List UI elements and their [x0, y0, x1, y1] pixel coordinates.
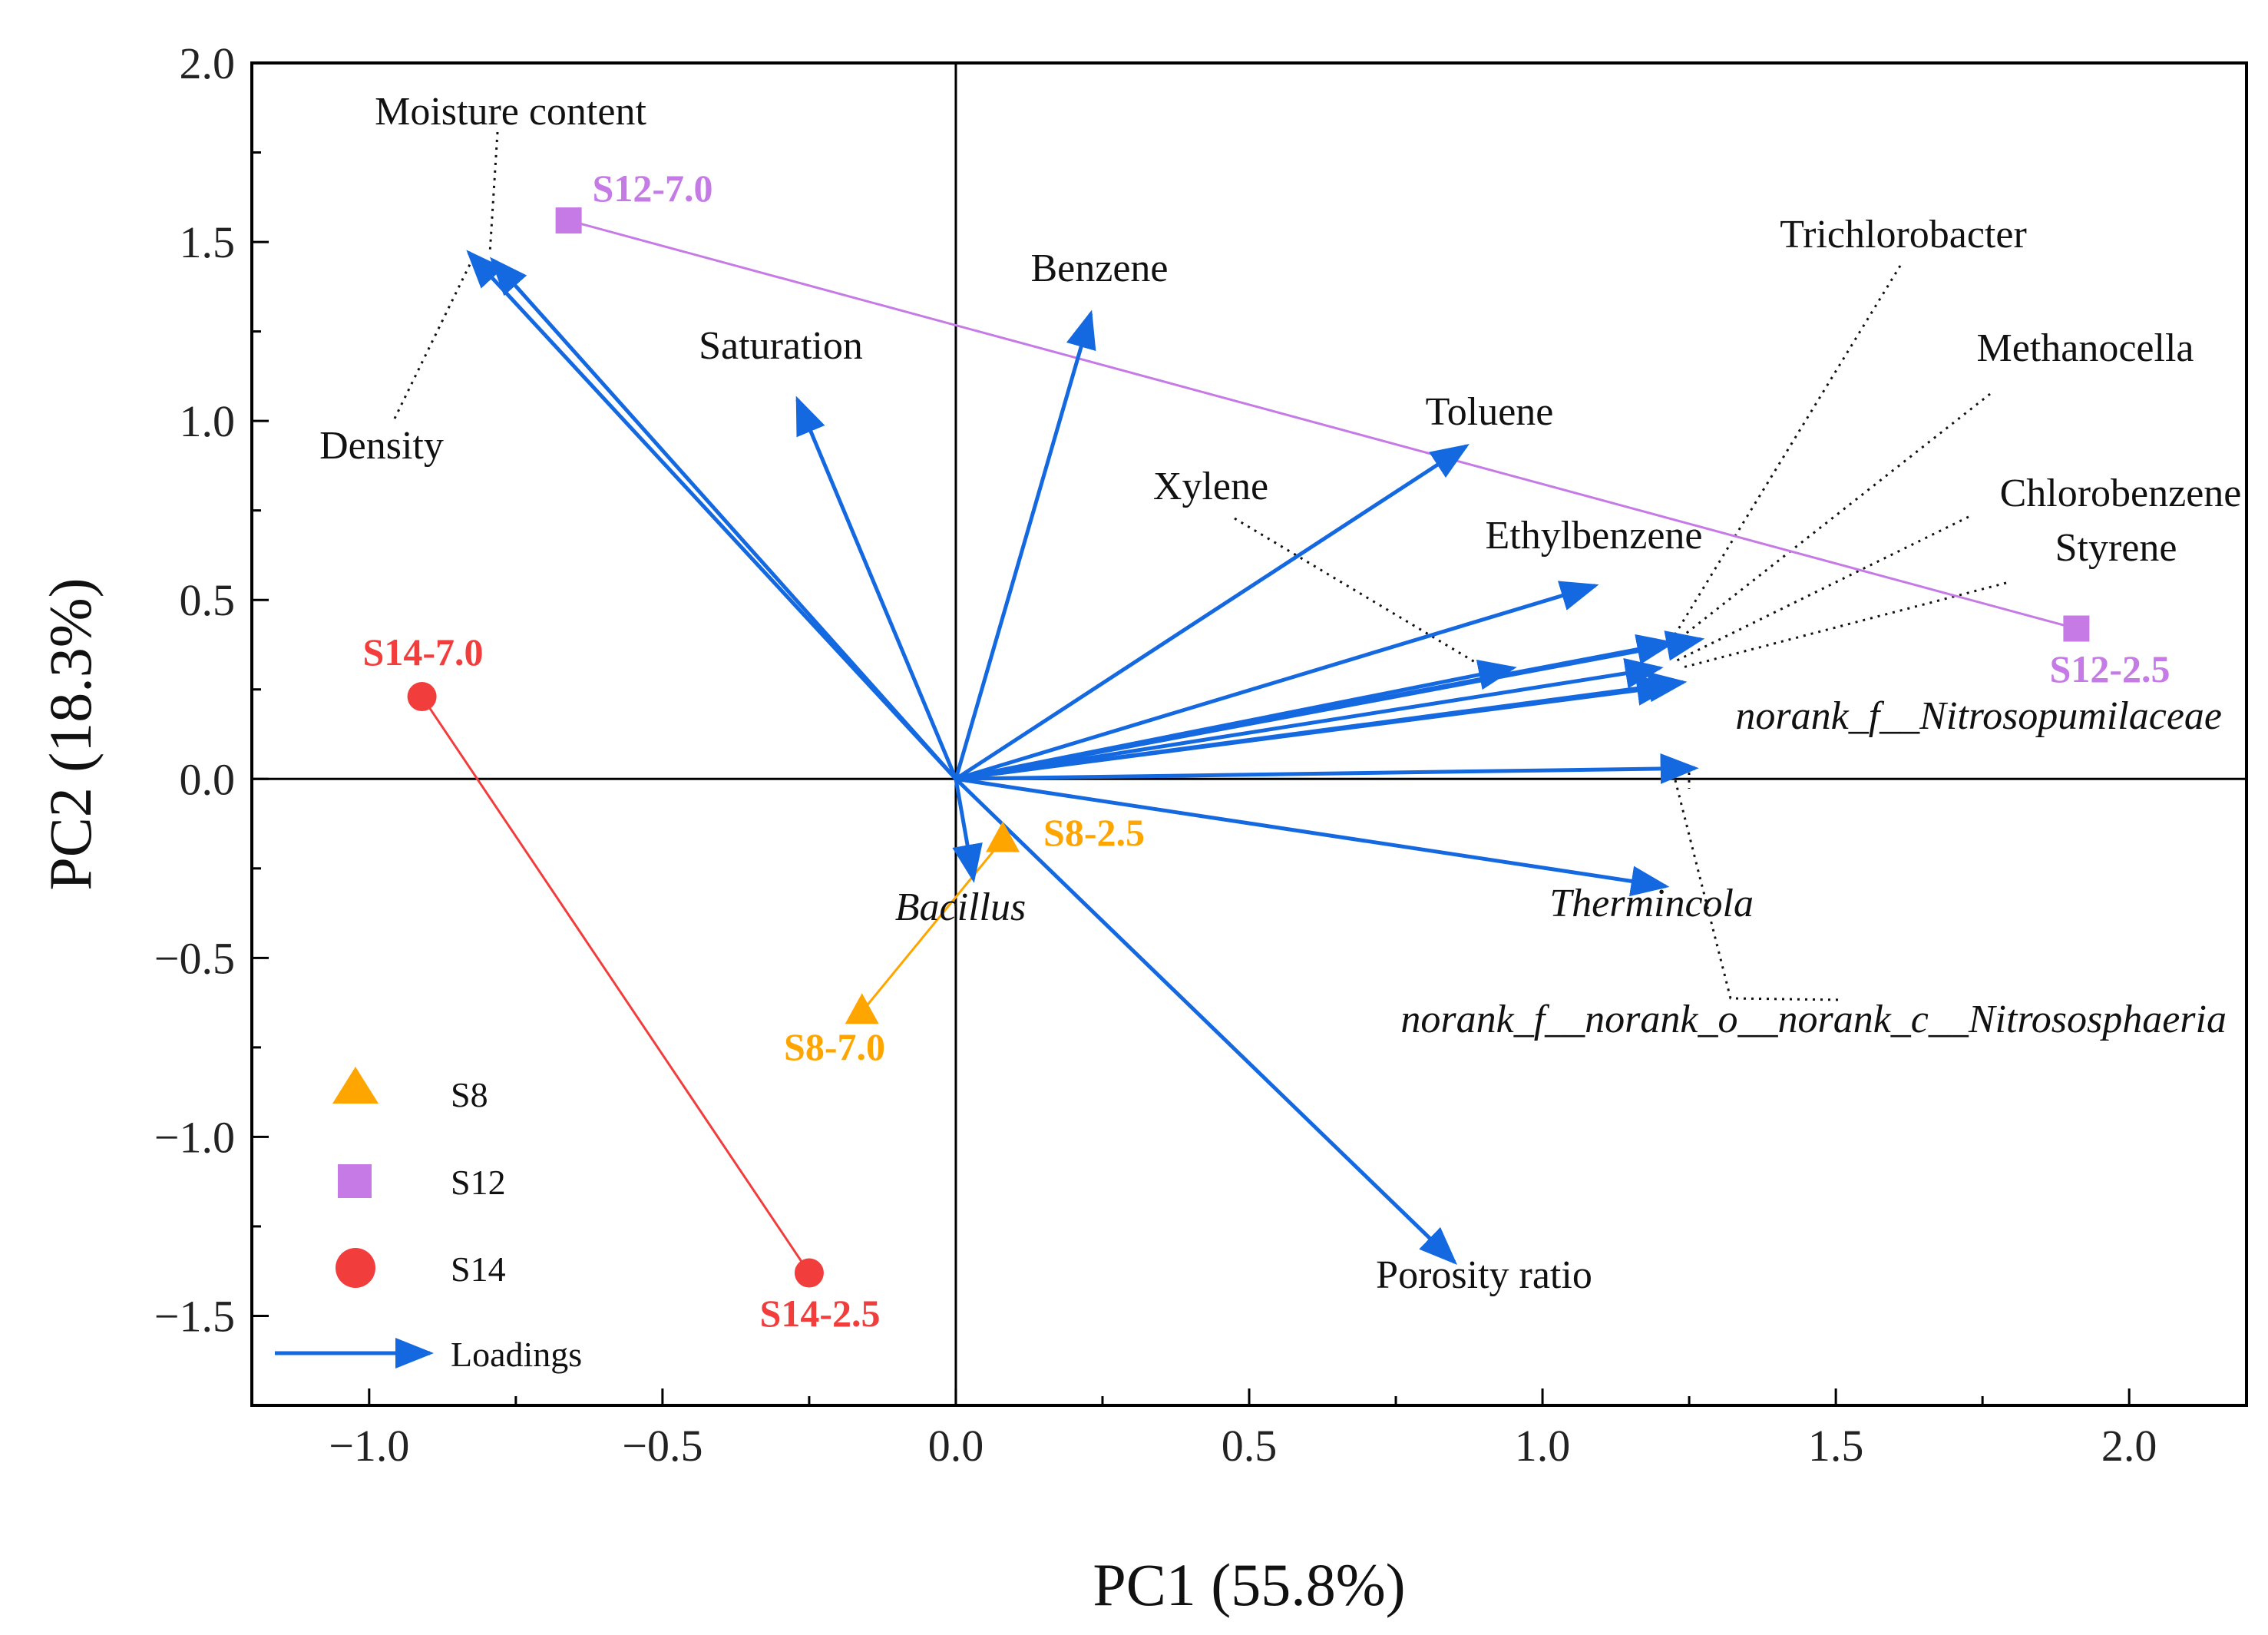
loading-arrow-norank-f-norank-o-norank-c-nitrososphaeria: [955, 753, 1699, 784]
leader-line: [393, 254, 476, 419]
y-tick-label: −1.0: [154, 1112, 235, 1162]
y-tick-label: −1.5: [154, 1291, 235, 1341]
leader-line: [1682, 581, 2007, 669]
loading-arrow-saturation: [795, 396, 958, 780]
label-leader-lines: [393, 131, 2007, 1001]
y-tick-label: 1.0: [180, 396, 236, 446]
loading-arrow-bacillus: [952, 778, 983, 883]
x-tick-label: 0.0: [928, 1421, 984, 1471]
sample-label-s14-7-0: S14-7.0: [363, 631, 484, 674]
loading-arrow-porosity-ratio: [954, 777, 1458, 1266]
variable-label-chlorobenzene: Chlorobenzene: [2000, 472, 2242, 515]
x-tick-label: 2.0: [2101, 1421, 2157, 1471]
variable-label-trichlorobacter: Trichlorobacter: [1780, 213, 2027, 257]
x-tick-label: 0.5: [1222, 1421, 1278, 1471]
loading-arrow-benzene: [954, 309, 1096, 779]
loading-arrow-ethylbenzene: [955, 581, 1599, 781]
y-tick-label: 0.5: [180, 575, 236, 625]
axis-ticks: −1.0 −0.5 0.0 0.5 1.0 1.5 2.0 −1.5 −1.0 −0.5 0.0 0.…: [154, 38, 2157, 1471]
sample-points: [407, 207, 2090, 1288]
variable-label-ethylbenzene: Ethylbenzene: [1486, 514, 1703, 558]
point-s14-2-5: [794, 1258, 824, 1288]
variable-label-bacillus: Bacillus: [895, 885, 1026, 929]
leader-line: [488, 131, 499, 254]
legend-marker-s12: [338, 1164, 372, 1198]
loading-arrow-norank-f-nitrosopumilaceae: [955, 675, 1676, 781]
legend-label-s12: S12: [451, 1163, 506, 1202]
point-s8-7-0: [845, 993, 879, 1024]
point-s14-7-0: [407, 682, 437, 712]
loading-arrows: [466, 250, 1705, 1266]
variable-label-methanocella: Methanocella: [1977, 326, 2194, 370]
point-s12-2-5: [2063, 615, 2090, 642]
y-tick-label: −0.5: [154, 933, 235, 983]
variable-label-density: Density: [319, 424, 444, 468]
x-tick-label: −0.5: [622, 1421, 703, 1471]
variable-label-benzene: Benzene: [1030, 247, 1168, 290]
legend-marker-s14: [336, 1248, 375, 1288]
y-axis-title: PC2 (18.3%): [37, 578, 104, 890]
sample-label-s12-7-0: S12-7.0: [593, 167, 713, 210]
variable-label-porosity-ratio: Porosity ratio: [1376, 1253, 1592, 1297]
legend-marker-s8: [332, 1067, 379, 1104]
x-tick-label: −1.0: [329, 1421, 409, 1471]
y-tick-label: 2.0: [180, 38, 236, 88]
loading-arrow-thermincola: [955, 776, 1670, 897]
x-tick-label: 1.0: [1515, 1421, 1571, 1471]
variable-label-moisture-content: Moisture content: [375, 90, 646, 134]
y-tick-label: 1.5: [180, 217, 236, 267]
variable-label-styrene: Styrene: [2055, 526, 2177, 570]
connector-s14: [421, 696, 811, 1274]
point-s12-7-0: [555, 207, 582, 234]
variable-label-xylene: Xylene: [1153, 465, 1268, 508]
loading-arrow-toluene: [954, 444, 1470, 781]
x-axis-title: PC1 (55.8%): [1093, 1551, 1405, 1618]
legend-label-loadings: Loadings: [451, 1335, 582, 1374]
variable-label-saturation: Saturation: [699, 324, 863, 368]
leader-line: [1671, 392, 1991, 646]
legend-label-s14: S14: [451, 1249, 506, 1289]
sample-label-s8-7-0: S8-7.0: [784, 1025, 885, 1068]
legend: S8 S12 S14 Loadings: [275, 1067, 582, 1374]
leader-line: [1666, 265, 1902, 647]
loading-arrow-methanocella: [955, 634, 1676, 781]
chart-labels: Moisture content Density Saturation Benzene…: [319, 90, 2241, 1335]
variable-label-thermincola: Thermincola: [1549, 882, 1754, 925]
loading-arrow-moisture-content: [489, 257, 957, 780]
loading-arrow-density: [466, 250, 957, 780]
variable-label-norank-f-norank-o-norank-c-nitrososphaeria: norank_f__norank_o__norank_c__Nitrososph…: [1400, 998, 2227, 1041]
sample-label-s14-2-5: S14-2.5: [760, 1292, 881, 1335]
legend-label-s8: S8: [451, 1075, 488, 1114]
point-s8-2-5: [986, 821, 1020, 852]
sample-label-s12-2-5: S12-2.5: [2050, 647, 2170, 690]
variable-label-norank-f-nitrosopumilaceae: norank_f__Nitrosopumilaceae: [1735, 694, 2222, 738]
y-tick-label: 0.0: [180, 754, 236, 804]
leader-line: [1673, 515, 1969, 664]
variable-label-toluene: Toluene: [1426, 390, 1554, 434]
sample-label-s8-2-5: S8-2.5: [1043, 811, 1145, 854]
leader-line: [1234, 517, 1495, 675]
loading-arrow-chlorobenzene: [955, 658, 1664, 781]
x-tick-label: 1.5: [1808, 1421, 1864, 1471]
connector-s12: [568, 219, 2077, 630]
leader-line: [1674, 779, 1843, 1001]
sample-connectors: [421, 219, 2077, 1274]
